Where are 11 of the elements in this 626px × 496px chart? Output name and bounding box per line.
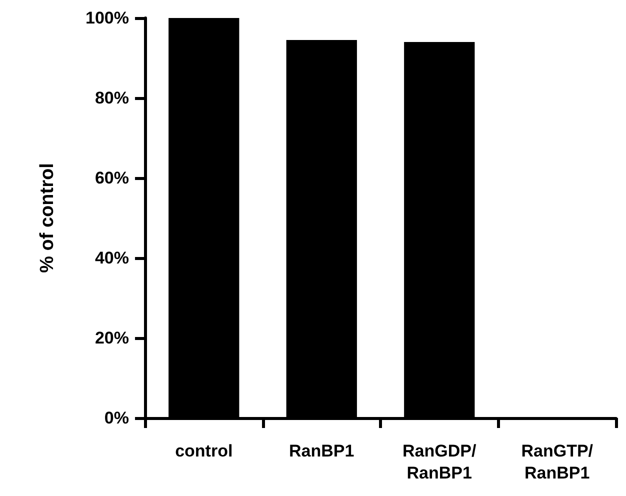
x-tick-label: RanBP1 [289, 442, 354, 460]
y-tick-label: 20% [94, 328, 129, 348]
y-tick-label: 100% [86, 8, 129, 28]
y-tick-label: 0% [104, 408, 129, 428]
x-tick-label: control [175, 442, 233, 460]
x-tick-label: RanGDP/RanBP1 [402, 442, 476, 482]
y-tick-label: 60% [94, 168, 129, 188]
y-tick-label: 40% [94, 248, 129, 268]
x-tick-label: RanGTP/RanBP1 [521, 442, 594, 482]
y-axis-title: % of control [37, 163, 58, 273]
y-tick-label: 80% [94, 88, 129, 108]
